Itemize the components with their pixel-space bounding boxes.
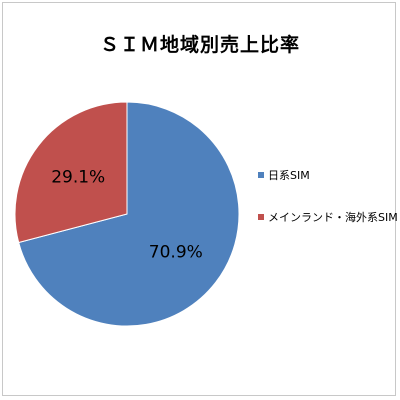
- legend-item-japanese-sim: 日系SIM: [258, 168, 398, 182]
- slice-japanese-sim: [18, 101, 240, 327]
- slice-mainland-overseas-sim: [14, 101, 128, 244]
- slice-label-japanese-sim: 70.9%: [149, 243, 203, 263]
- legend-label-japanese-sim: 日系SIM: [268, 169, 310, 182]
- chart-title: ＳＩＭ地域別売上比率: [99, 34, 300, 56]
- legend-swatch-mainland-overseas-sim: [258, 214, 264, 220]
- legend-swatch-japanese-sim: [258, 172, 264, 178]
- legend-item-mainland-overseas-sim: メインランド・海外系SIM: [258, 210, 398, 224]
- slice-label-mainland-overseas-sim: 29.1%: [51, 167, 105, 187]
- legend-label-mainland-overseas-sim: メインランド・海外系SIM: [268, 211, 398, 224]
- legend: 日系SIM メインランド・海外系SIM: [258, 168, 398, 252]
